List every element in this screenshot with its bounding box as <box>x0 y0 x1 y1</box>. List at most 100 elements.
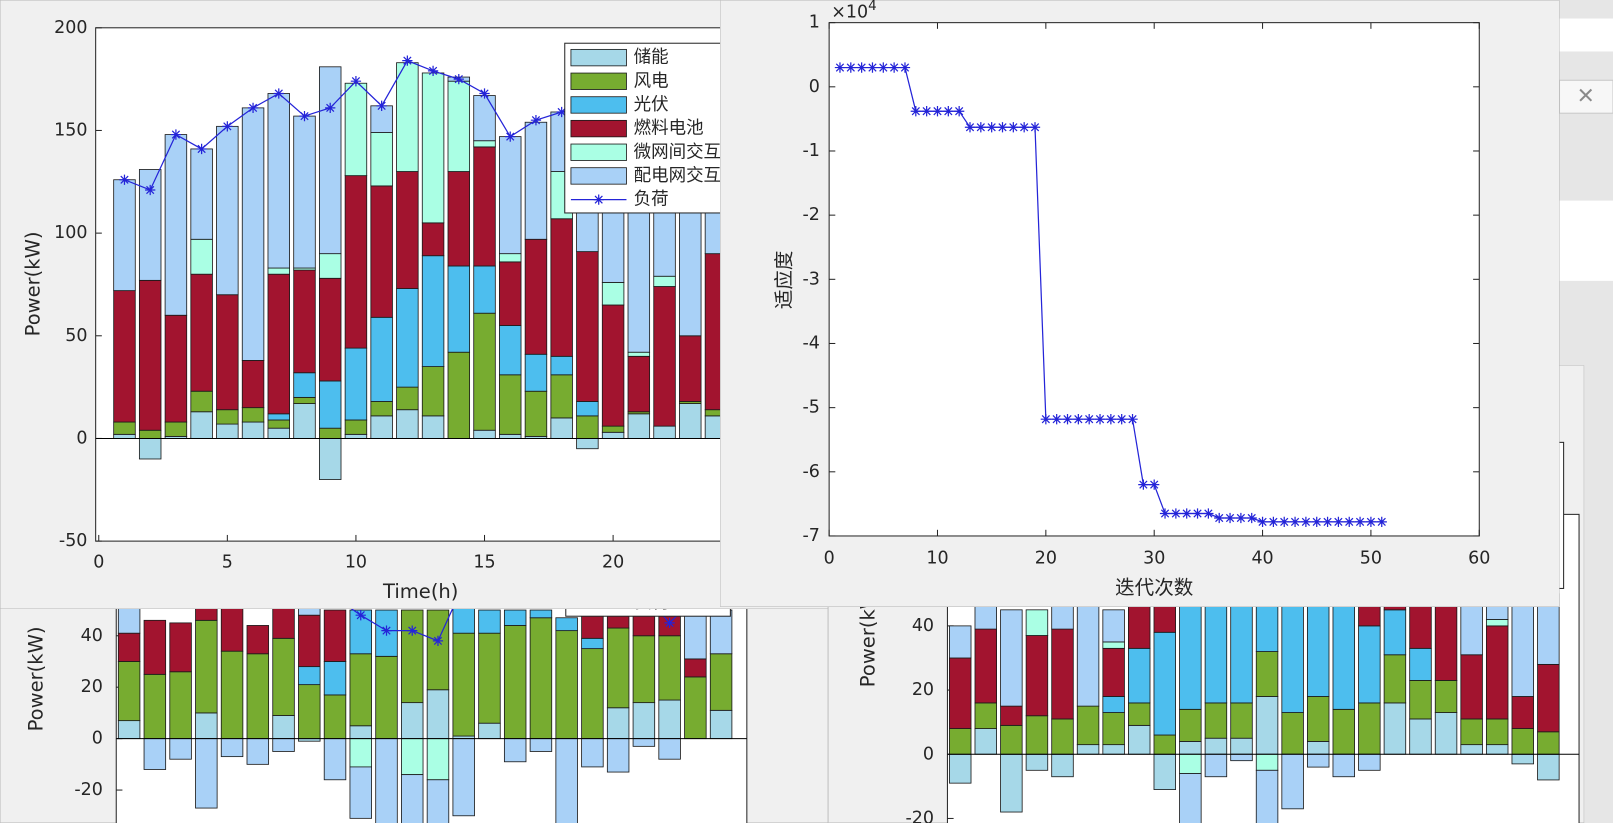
bar-segment <box>1179 593 1202 710</box>
figure-window: -500501001502000510152025Time(h)Power(kW… <box>0 0 829 610</box>
bar-segment <box>1537 663 1560 733</box>
bar-segment <box>601 431 625 439</box>
bar-segment <box>1051 628 1074 720</box>
bar-segment <box>1127 647 1151 704</box>
bar-segment <box>524 390 548 437</box>
bar-segment <box>576 415 599 439</box>
point-marker <box>432 635 444 647</box>
bar-segment <box>1204 753 1228 778</box>
y-tick-label: 200 <box>54 18 87 38</box>
bar-segment <box>421 366 445 417</box>
y-tick-label: -6 <box>802 462 819 482</box>
point-marker <box>530 115 542 126</box>
x-tick-label: 20 <box>1035 549 1057 569</box>
point-marker <box>1040 414 1051 425</box>
bar-segment <box>323 694 347 740</box>
legend-swatch <box>570 72 627 90</box>
y-tick-label: -1 <box>802 141 819 161</box>
bar-segment <box>349 738 372 768</box>
y-axis-label: Power(kW) <box>857 582 880 687</box>
bar-segment <box>272 637 295 716</box>
point-marker <box>1203 508 1214 519</box>
bar-segment <box>293 269 316 374</box>
bar-segment <box>195 619 218 714</box>
bar-segment <box>709 709 733 740</box>
point-marker <box>505 131 516 142</box>
legend-label: 微网间交互 <box>634 142 721 162</box>
bar-segment <box>1102 712 1125 746</box>
bar-segment <box>576 401 599 417</box>
close-icon[interactable] <box>1579 88 1593 102</box>
bar-segment <box>396 171 419 289</box>
bar-segment <box>401 738 424 776</box>
point-marker <box>1170 508 1182 519</box>
point-marker <box>921 106 932 117</box>
point-marker <box>196 143 207 155</box>
bar-segment <box>679 335 702 402</box>
point-marker <box>1300 516 1312 527</box>
bar-segment <box>401 609 424 704</box>
bar-segment <box>524 121 548 240</box>
point-marker <box>1105 414 1117 425</box>
bar-segment <box>241 107 265 361</box>
bar-segment <box>529 617 553 740</box>
bar-segment <box>974 702 998 729</box>
point-marker <box>664 617 675 629</box>
bar-segment <box>1102 647 1125 697</box>
point-marker <box>1365 516 1377 527</box>
bar-segment <box>473 95 496 142</box>
bar-segment <box>318 427 342 439</box>
bar-segment <box>421 255 445 367</box>
bar-segment <box>318 277 342 382</box>
point-marker <box>1073 414 1084 425</box>
point-marker <box>1354 516 1366 527</box>
bar-segment <box>426 738 450 781</box>
bar-segment <box>1076 593 1100 707</box>
bar-segment <box>113 179 136 292</box>
bar-segment <box>375 738 398 823</box>
y-axis-label: 适应度 <box>772 251 795 310</box>
bar-segment <box>447 265 471 353</box>
bar-segment <box>1000 609 1023 707</box>
bar-segment <box>478 722 501 740</box>
bar-segment <box>1255 753 1279 771</box>
bar-segment <box>293 396 316 404</box>
bar-segment <box>1025 609 1049 636</box>
bar-segment <box>267 413 290 421</box>
bar-segment <box>246 653 270 740</box>
y-tick-label: 100 <box>54 223 87 243</box>
axis-exponent: ×104 <box>831 0 876 22</box>
bar-segment <box>1460 654 1483 720</box>
bar-segment <box>1383 609 1407 656</box>
bar-segment <box>1230 702 1253 739</box>
legend-swatch <box>570 143 627 161</box>
bar-segment <box>143 673 167 740</box>
x-axis-label: 迭代次数 <box>1115 576 1193 599</box>
bar-segment <box>1179 741 1202 755</box>
bar-segment <box>550 355 573 376</box>
bar-segment <box>632 635 656 704</box>
point-marker <box>453 73 464 85</box>
point-marker <box>1094 414 1106 425</box>
bar-segment <box>318 253 342 279</box>
point-marker <box>556 106 567 118</box>
bar-segment <box>709 653 733 711</box>
legend-swatch <box>570 119 627 138</box>
bar-segment <box>421 415 445 439</box>
point-marker <box>376 100 387 111</box>
y-tick-label: 0 <box>809 77 820 97</box>
y-tick-label: 0 <box>92 729 103 749</box>
bar-segment <box>627 351 651 357</box>
bar-segment <box>138 279 162 431</box>
bar-segment <box>974 728 998 755</box>
bar-segment <box>1511 696 1534 729</box>
bar-segment <box>426 689 450 740</box>
bar-segment <box>318 438 342 480</box>
bar-segment <box>298 614 321 668</box>
bar-segment <box>1051 753 1074 778</box>
bar-segment <box>1000 705 1023 726</box>
bar-segment <box>1485 625 1509 720</box>
bar-segment <box>473 312 496 431</box>
bar-segment <box>499 325 522 376</box>
bar-segment <box>190 411 213 439</box>
